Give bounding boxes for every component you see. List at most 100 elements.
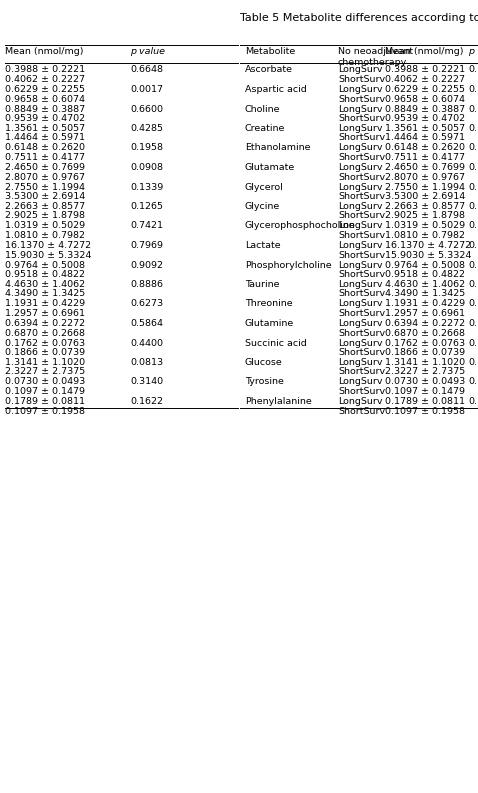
Text: Metabolite: Metabolite <box>245 47 295 56</box>
Text: 0.7511 ± 0.4177: 0.7511 ± 0.4177 <box>385 153 465 162</box>
Text: 0.6394 ± 0.2272: 0.6394 ± 0.2272 <box>5 319 85 328</box>
Text: ShortSurv: ShortSurv <box>338 289 385 298</box>
Text: 0.9764 ± 0.5008: 0.9764 ± 0.5008 <box>5 260 85 270</box>
Text: Glycerol: Glycerol <box>245 182 284 191</box>
Text: 0.: 0. <box>468 397 477 406</box>
Text: LongSurv: LongSurv <box>338 377 382 386</box>
Text: Creatine: Creatine <box>245 124 285 133</box>
Text: Succinic acid: Succinic acid <box>245 339 307 347</box>
Text: Glycine: Glycine <box>245 202 280 211</box>
Text: LongSurv: LongSurv <box>338 202 382 211</box>
Text: 0.: 0. <box>468 339 477 347</box>
Text: LongSurv: LongSurv <box>338 221 382 231</box>
Text: 2.8070 ± 0.9767: 2.8070 ± 0.9767 <box>5 173 85 182</box>
Text: ShortSurv: ShortSurv <box>338 94 385 104</box>
Text: 0.3140: 0.3140 <box>130 377 163 386</box>
Text: Ethanolamine: Ethanolamine <box>245 144 311 152</box>
Text: 0.6229 ± 0.2255: 0.6229 ± 0.2255 <box>5 85 85 94</box>
Text: 0.1762 ± 0.0763: 0.1762 ± 0.0763 <box>385 339 465 347</box>
Text: 2.4650 ± 0.7699: 2.4650 ± 0.7699 <box>5 163 85 172</box>
Text: ShortSurv: ShortSurv <box>338 114 385 123</box>
Text: Taurine: Taurine <box>245 280 280 289</box>
Text: 0.9518 ± 0.4822: 0.9518 ± 0.4822 <box>5 270 85 279</box>
Text: Glutamine: Glutamine <box>245 319 294 328</box>
Text: 1.0810 ± 0.7982: 1.0810 ± 0.7982 <box>5 231 85 240</box>
Text: 0.9092: 0.9092 <box>130 260 163 270</box>
Text: 1.3561 ± 0.5057: 1.3561 ± 0.5057 <box>5 124 85 133</box>
Text: 1.0810 ± 0.7982: 1.0810 ± 0.7982 <box>385 231 465 240</box>
Text: ShortSurv: ShortSurv <box>338 212 385 220</box>
Text: LongSurv: LongSurv <box>338 319 382 328</box>
Text: 1.3561 ± 0.5057: 1.3561 ± 0.5057 <box>385 124 465 133</box>
Text: 0.9658 ± 0.6074: 0.9658 ± 0.6074 <box>5 94 85 104</box>
Text: ShortSurv: ShortSurv <box>338 367 385 377</box>
Text: Phosphorylcholine: Phosphorylcholine <box>245 260 332 270</box>
Text: 2.7550 ± 1.1994: 2.7550 ± 1.1994 <box>385 182 465 191</box>
Text: 1.2957 ± 0.6961: 1.2957 ± 0.6961 <box>5 309 85 318</box>
Text: Choline: Choline <box>245 105 281 113</box>
Text: 0.1789 ± 0.0811: 0.1789 ± 0.0811 <box>385 397 465 406</box>
Text: Ascorbate: Ascorbate <box>245 66 293 75</box>
Text: 0.: 0. <box>468 163 477 172</box>
Text: 4.3490 ± 1.3425: 4.3490 ± 1.3425 <box>5 289 85 298</box>
Text: 0.4062 ± 0.2227: 0.4062 ± 0.2227 <box>385 75 465 84</box>
Text: 2.2663 ± 0.8577: 2.2663 ± 0.8577 <box>5 202 85 211</box>
Text: p: p <box>468 47 474 56</box>
Text: 0.6870 ± 0.2668: 0.6870 ± 0.2668 <box>5 328 85 338</box>
Text: Glycerophosphocholine: Glycerophosphocholine <box>245 221 356 231</box>
Text: 4.4630 ± 1.4062: 4.4630 ± 1.4062 <box>5 280 85 289</box>
Text: 0.6648: 0.6648 <box>130 66 163 75</box>
Text: 0.: 0. <box>468 85 477 94</box>
Text: ShortSurv: ShortSurv <box>338 192 385 201</box>
Text: 0.0017: 0.0017 <box>130 85 163 94</box>
Text: 0.9518 ± 0.4822: 0.9518 ± 0.4822 <box>385 270 465 279</box>
Text: Mean (nmol/mg): Mean (nmol/mg) <box>5 47 84 56</box>
Text: p value: p value <box>130 47 165 56</box>
Text: 0.3988 ± 0.2221: 0.3988 ± 0.2221 <box>5 66 85 75</box>
Text: 0.: 0. <box>468 377 477 386</box>
Text: 0.6870 ± 0.2668: 0.6870 ± 0.2668 <box>385 328 465 338</box>
Text: LongSurv: LongSurv <box>338 66 382 75</box>
Text: LongSurv: LongSurv <box>338 105 382 113</box>
Text: 4.3490 ± 1.3425: 4.3490 ± 1.3425 <box>385 289 465 298</box>
Text: 1.1931 ± 0.4229: 1.1931 ± 0.4229 <box>385 300 465 308</box>
Text: 0.6148 ± 0.2620: 0.6148 ± 0.2620 <box>5 144 85 152</box>
Text: 0.: 0. <box>468 182 477 191</box>
Text: 0.0908: 0.0908 <box>130 163 163 172</box>
Text: ShortSurv: ShortSurv <box>338 173 385 182</box>
Text: Lactate: Lactate <box>245 241 281 250</box>
Text: 1.4464 ± 0.5971: 1.4464 ± 0.5971 <box>385 133 465 143</box>
Text: 2.9025 ± 1.8798: 2.9025 ± 1.8798 <box>385 212 465 220</box>
Text: ShortSurv: ShortSurv <box>338 231 385 240</box>
Text: 0.4285: 0.4285 <box>130 124 163 133</box>
Text: 0.1866 ± 0.0739: 0.1866 ± 0.0739 <box>5 348 85 357</box>
Text: 0.4062 ± 0.2227: 0.4062 ± 0.2227 <box>5 75 85 84</box>
Text: LongSurv: LongSurv <box>338 124 382 133</box>
Text: Mean (nmol/mg): Mean (nmol/mg) <box>385 47 464 56</box>
Text: 0.5864: 0.5864 <box>130 319 163 328</box>
Text: ShortSurv: ShortSurv <box>338 348 385 357</box>
Text: 16.1370 ± 4.7272: 16.1370 ± 4.7272 <box>385 241 471 250</box>
Text: 0.0813: 0.0813 <box>130 358 163 367</box>
Text: 2.2663 ± 0.8577: 2.2663 ± 0.8577 <box>385 202 465 211</box>
Text: 0.8886: 0.8886 <box>130 280 163 289</box>
Text: 15.9030 ± 5.3324: 15.9030 ± 5.3324 <box>385 251 471 259</box>
Text: 0.1097 ± 0.1479: 0.1097 ± 0.1479 <box>5 387 85 396</box>
Text: LongSurv: LongSurv <box>338 260 382 270</box>
Text: 2.9025 ± 1.8798: 2.9025 ± 1.8798 <box>5 212 85 220</box>
Text: 0.1097 ± 0.1958: 0.1097 ± 0.1958 <box>385 407 465 416</box>
Text: 2.7550 ± 1.1994: 2.7550 ± 1.1994 <box>5 182 85 191</box>
Text: 0.: 0. <box>468 144 477 152</box>
Text: LongSurv: LongSurv <box>338 300 382 308</box>
Text: 0.3988 ± 0.2221: 0.3988 ± 0.2221 <box>385 66 465 75</box>
Text: 0.7969: 0.7969 <box>130 241 163 250</box>
Text: 0.9539 ± 0.4702: 0.9539 ± 0.4702 <box>385 114 465 123</box>
Text: 0.4400: 0.4400 <box>130 339 163 347</box>
Text: LongSurv: LongSurv <box>338 397 382 406</box>
Text: ShortSurv: ShortSurv <box>338 133 385 143</box>
Text: ShortSurv: ShortSurv <box>338 407 385 416</box>
Text: 0.1762 ± 0.0763: 0.1762 ± 0.0763 <box>5 339 85 347</box>
Text: 0.7421: 0.7421 <box>130 221 163 231</box>
Text: Tyrosine: Tyrosine <box>245 377 284 386</box>
Text: 2.3227 ± 2.7375: 2.3227 ± 2.7375 <box>385 367 465 377</box>
